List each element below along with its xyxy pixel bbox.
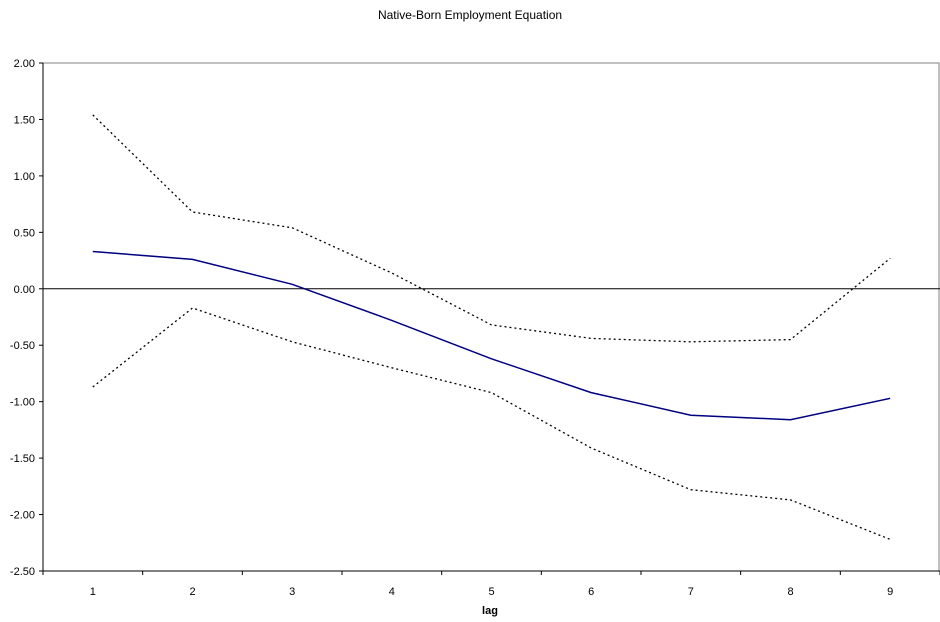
x-tick-label: 6 [588, 586, 594, 598]
x-tick-label: 2 [189, 586, 195, 598]
x-tick-label: 1 [90, 586, 96, 598]
y-tick-label: -1.00 [10, 397, 35, 409]
y-tick-label: -2.00 [10, 510, 35, 522]
chart-title: Native-Born Employment Equation [377, 8, 563, 22]
plot-frame [42, 62, 940, 572]
y-tick-label: 1.00 [14, 171, 35, 183]
y-tick-label: 0.00 [14, 284, 35, 296]
tick-labels: 2.00 1.50 1.00 0.50 0.00 -0.50 -1.00 -1.50 -2.00… [10, 58, 893, 598]
y-tick-label: -1.50 [10, 453, 35, 465]
y-tick-label: 1.50 [14, 114, 35, 126]
x-axis-title: lag [482, 605, 498, 617]
y-tick-label: 2.00 [14, 58, 35, 70]
series-layer [92, 114, 891, 541]
y-tick-label: -0.50 [10, 340, 35, 352]
series-line-3 [92, 307, 891, 541]
y-tick-label: -2.50 [10, 566, 35, 578]
y-tick-label: 0.50 [14, 227, 35, 239]
x-tick-label: 8 [787, 586, 793, 598]
x-tick-label: 7 [688, 586, 694, 598]
x-tick-label: 4 [389, 586, 395, 598]
x-tick-label: 3 [289, 586, 295, 598]
x-tick-label: 9 [887, 586, 893, 598]
series-line-1 [92, 250, 891, 421]
x-tick-label: 5 [488, 586, 494, 598]
axes [39, 62, 940, 575]
series-line-2 [92, 114, 891, 343]
